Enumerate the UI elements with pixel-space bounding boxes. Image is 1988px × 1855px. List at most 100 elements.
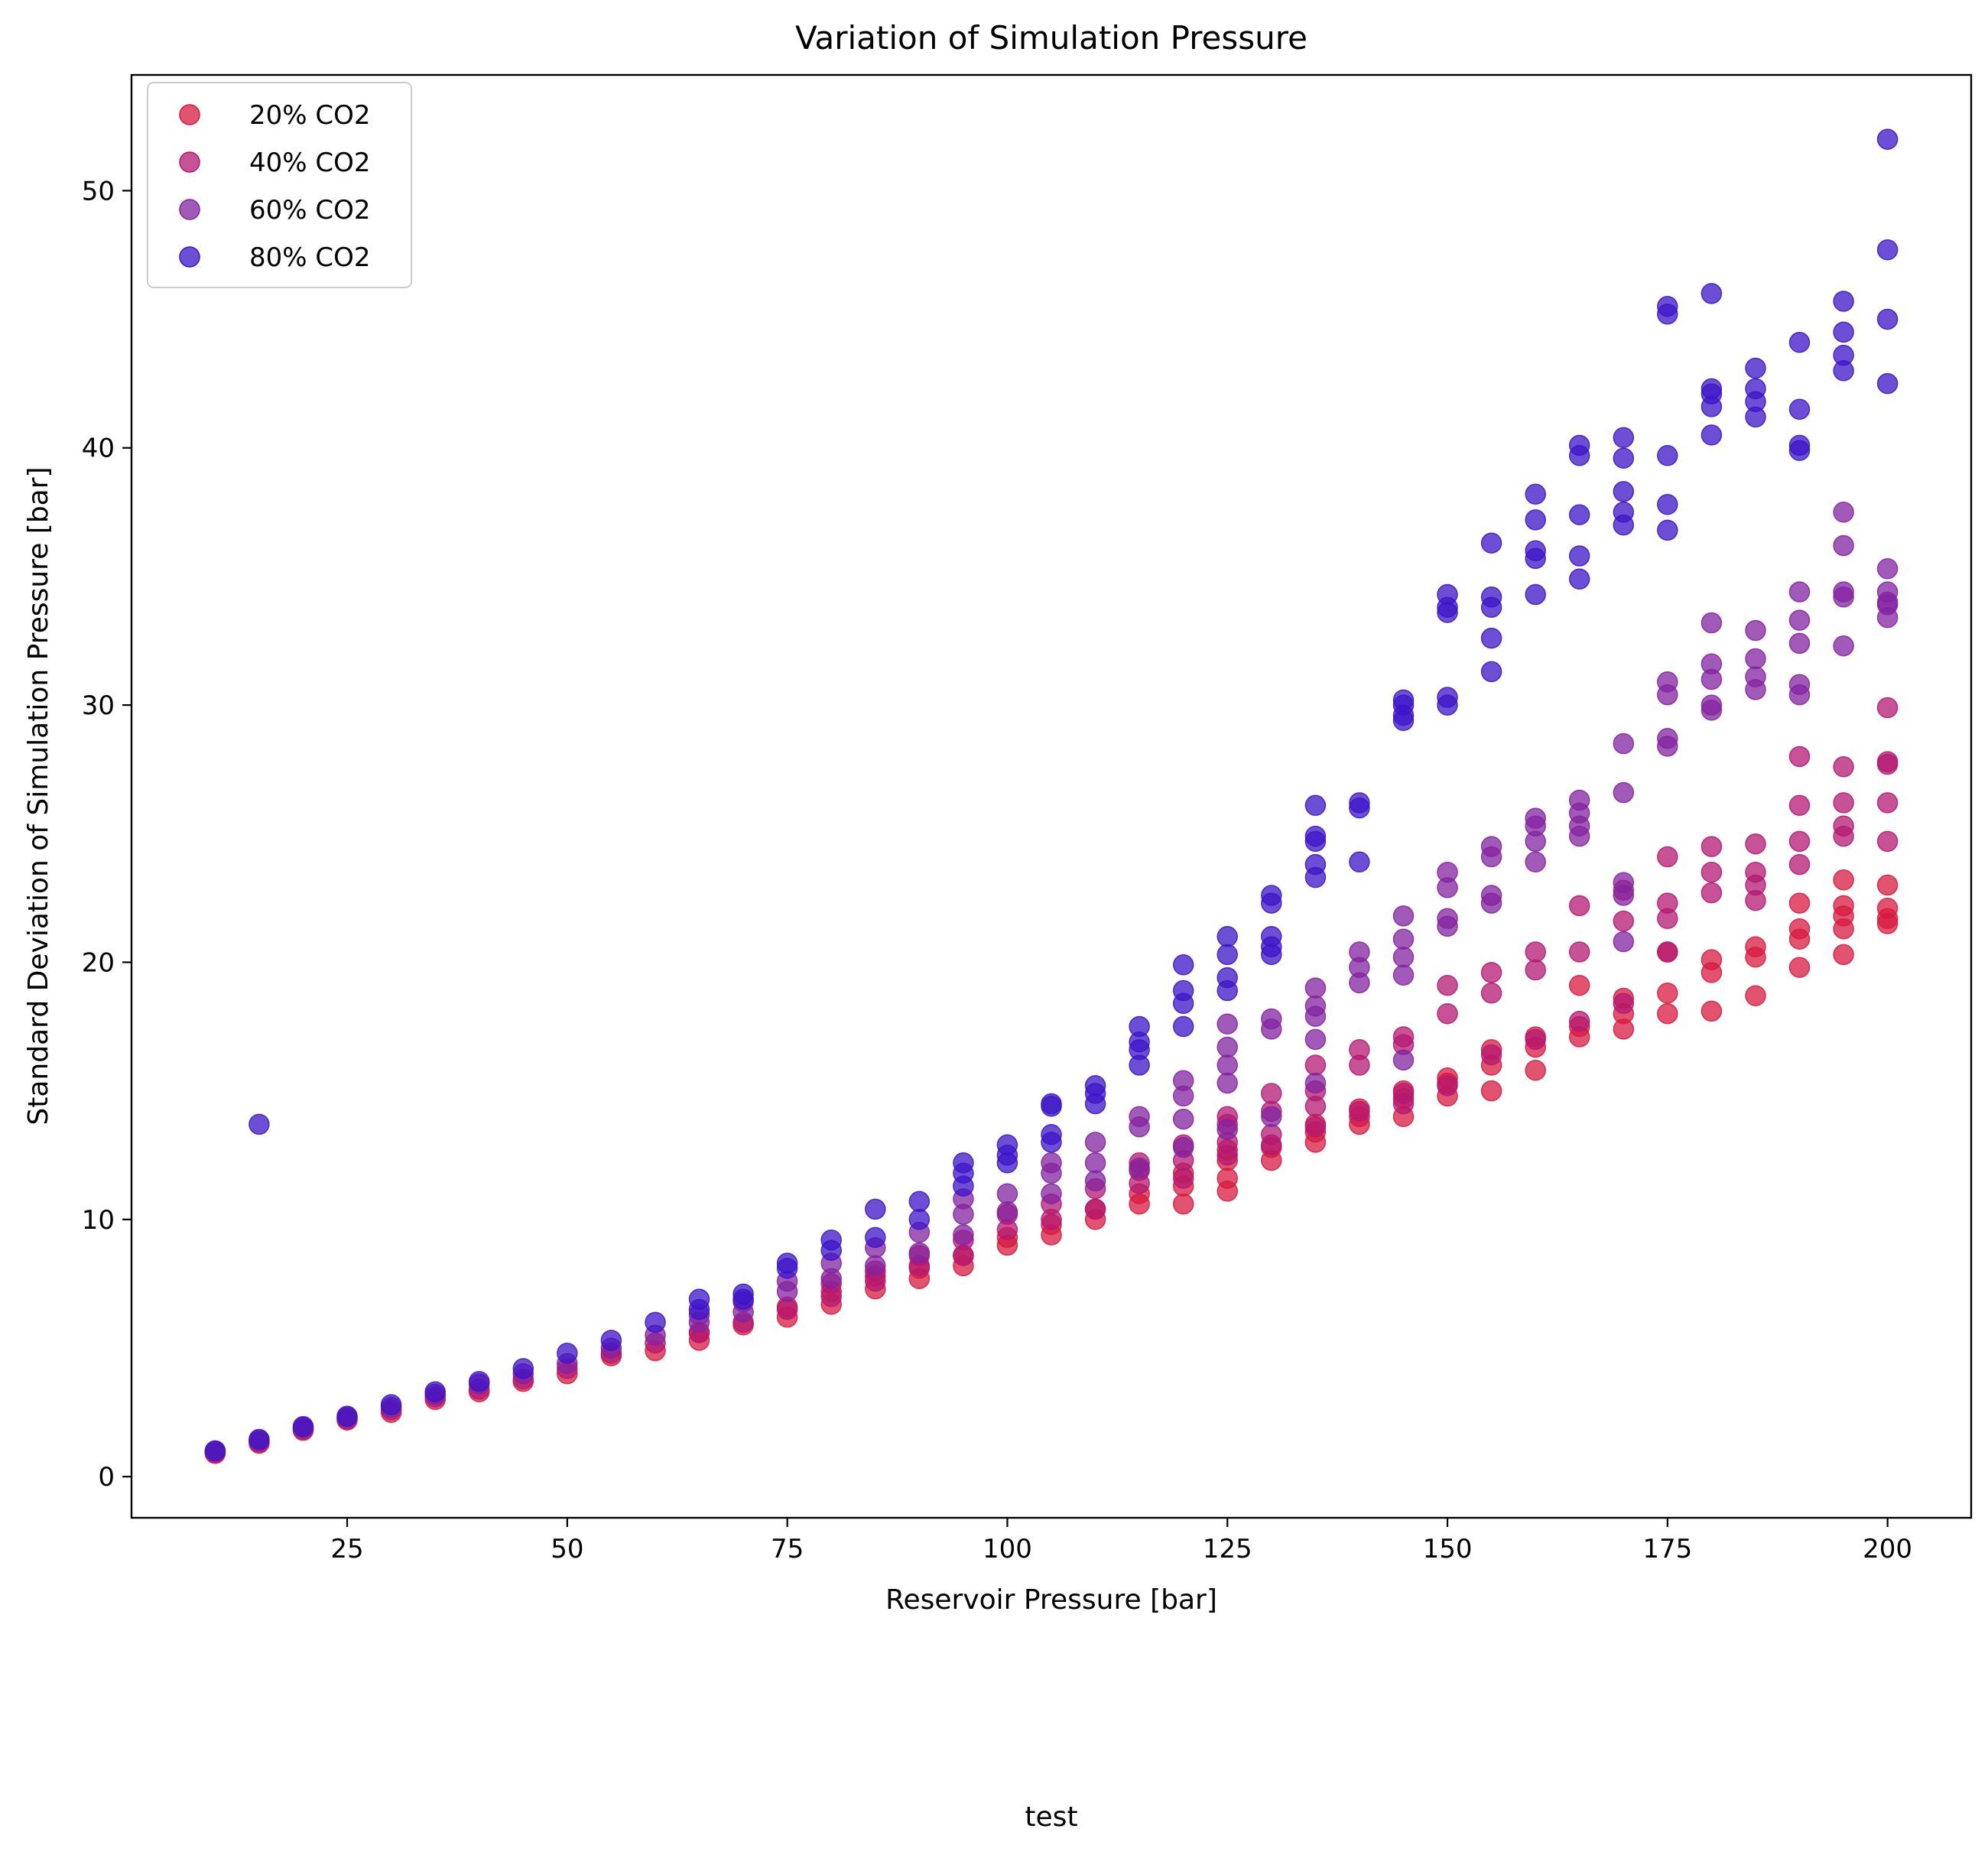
data-point	[1701, 1000, 1723, 1022]
data-point	[1657, 983, 1678, 1004]
data-point	[1392, 928, 1415, 950]
legend-items: 20% CO2 40% CO2 60% CO2 80% CO2	[179, 100, 371, 273]
data-point	[1392, 1049, 1415, 1071]
y-tick-label: 0	[98, 1462, 115, 1493]
legend-marker	[179, 104, 200, 125]
data-point	[1613, 733, 1635, 755]
data-point	[1041, 1124, 1062, 1145]
data-point	[1876, 751, 1899, 772]
data-point	[380, 1394, 402, 1415]
data-point	[1613, 447, 1635, 469]
data-point	[1437, 687, 1458, 708]
data-point	[1788, 609, 1811, 631]
data-point	[1172, 1070, 1194, 1091]
data-point	[1172, 1193, 1194, 1215]
plot-frame	[130, 73, 1973, 1519]
data-point	[1788, 794, 1811, 817]
data-point	[1084, 1198, 1106, 1220]
data-point	[1304, 1054, 1327, 1076]
data-point	[1876, 792, 1899, 814]
data-point	[1349, 792, 1370, 814]
data-point	[1304, 977, 1327, 999]
data-point	[1349, 851, 1370, 873]
data-point	[1613, 781, 1635, 804]
data-point	[1745, 648, 1766, 670]
data-point	[1833, 291, 1854, 312]
x-tick-label: 25	[330, 1534, 363, 1564]
legend-label: 80% CO2	[249, 242, 371, 273]
data-point	[953, 1224, 974, 1246]
data-point	[1392, 905, 1415, 927]
data-point	[1568, 789, 1590, 811]
data-point	[1480, 586, 1502, 608]
data-point	[1788, 892, 1811, 914]
data-point	[1525, 483, 1546, 505]
data-point	[1701, 882, 1723, 904]
data-point	[1701, 378, 1723, 400]
data-point	[1833, 534, 1854, 557]
y-tick-label: 30	[82, 690, 115, 721]
data-point	[1172, 979, 1194, 1002]
data-point	[1392, 1026, 1415, 1048]
data-point	[1745, 666, 1766, 687]
data-point	[1041, 1093, 1062, 1115]
figure-caption: test	[1025, 1801, 1077, 1833]
legend-label: 20% CO2	[249, 100, 371, 131]
data-point	[1568, 941, 1590, 963]
data-point	[1217, 926, 1238, 947]
data-point	[645, 1311, 666, 1334]
legend-marker	[179, 199, 200, 220]
data-point	[1437, 583, 1458, 606]
data-point	[1745, 833, 1766, 855]
data-point	[1613, 910, 1635, 932]
data-point	[1392, 964, 1415, 986]
data-point	[1876, 558, 1899, 580]
data-point	[1701, 949, 1723, 970]
legend-label: 60% CO2	[249, 195, 371, 226]
data-point	[424, 1381, 446, 1402]
x-tick-label: 125	[1203, 1534, 1252, 1564]
data-point	[1833, 895, 1854, 917]
data-point	[1657, 728, 1678, 749]
x-tick-label: 200	[1863, 1534, 1912, 1564]
data-point	[1480, 1080, 1502, 1102]
data-point	[908, 1209, 931, 1230]
data-point	[1876, 308, 1899, 330]
legend-frame	[147, 82, 412, 288]
data-point	[600, 1330, 622, 1351]
data-point	[1568, 434, 1590, 456]
data-point	[1480, 983, 1502, 1004]
data-point	[1172, 1108, 1194, 1130]
data-point	[1876, 874, 1899, 896]
data-point	[1525, 959, 1546, 981]
data-point	[1041, 1152, 1062, 1174]
chart-title: Variation of Simulation Pressure	[795, 19, 1307, 57]
data-point	[1172, 1015, 1194, 1038]
data-point	[1833, 344, 1854, 366]
data-point	[1480, 1044, 1502, 1066]
data-point	[248, 1113, 270, 1135]
data-point	[1657, 941, 1678, 963]
data-point	[1876, 898, 1899, 919]
data-point	[1833, 321, 1854, 343]
data-point	[1701, 653, 1723, 675]
y-tick-label: 40	[82, 434, 115, 464]
data-point	[1480, 627, 1502, 649]
data-point	[1833, 815, 1854, 837]
data-point	[908, 1191, 931, 1213]
data-point	[1657, 295, 1678, 317]
data-point	[1568, 545, 1590, 567]
data-point	[1217, 1036, 1238, 1058]
x-axis-ticks: 25 50 75 100 125 150 175 200	[330, 1518, 1912, 1564]
data-point	[1437, 1075, 1458, 1096]
data-point	[1745, 985, 1766, 1006]
data-point	[1304, 825, 1327, 847]
data-point	[1876, 697, 1899, 719]
data-point	[1437, 974, 1458, 996]
data-point	[1129, 1106, 1150, 1128]
legend-label: 40% CO2	[249, 148, 371, 178]
data-point	[1833, 869, 1854, 891]
x-tick-label: 75	[771, 1534, 804, 1564]
data-point	[1261, 1083, 1282, 1104]
